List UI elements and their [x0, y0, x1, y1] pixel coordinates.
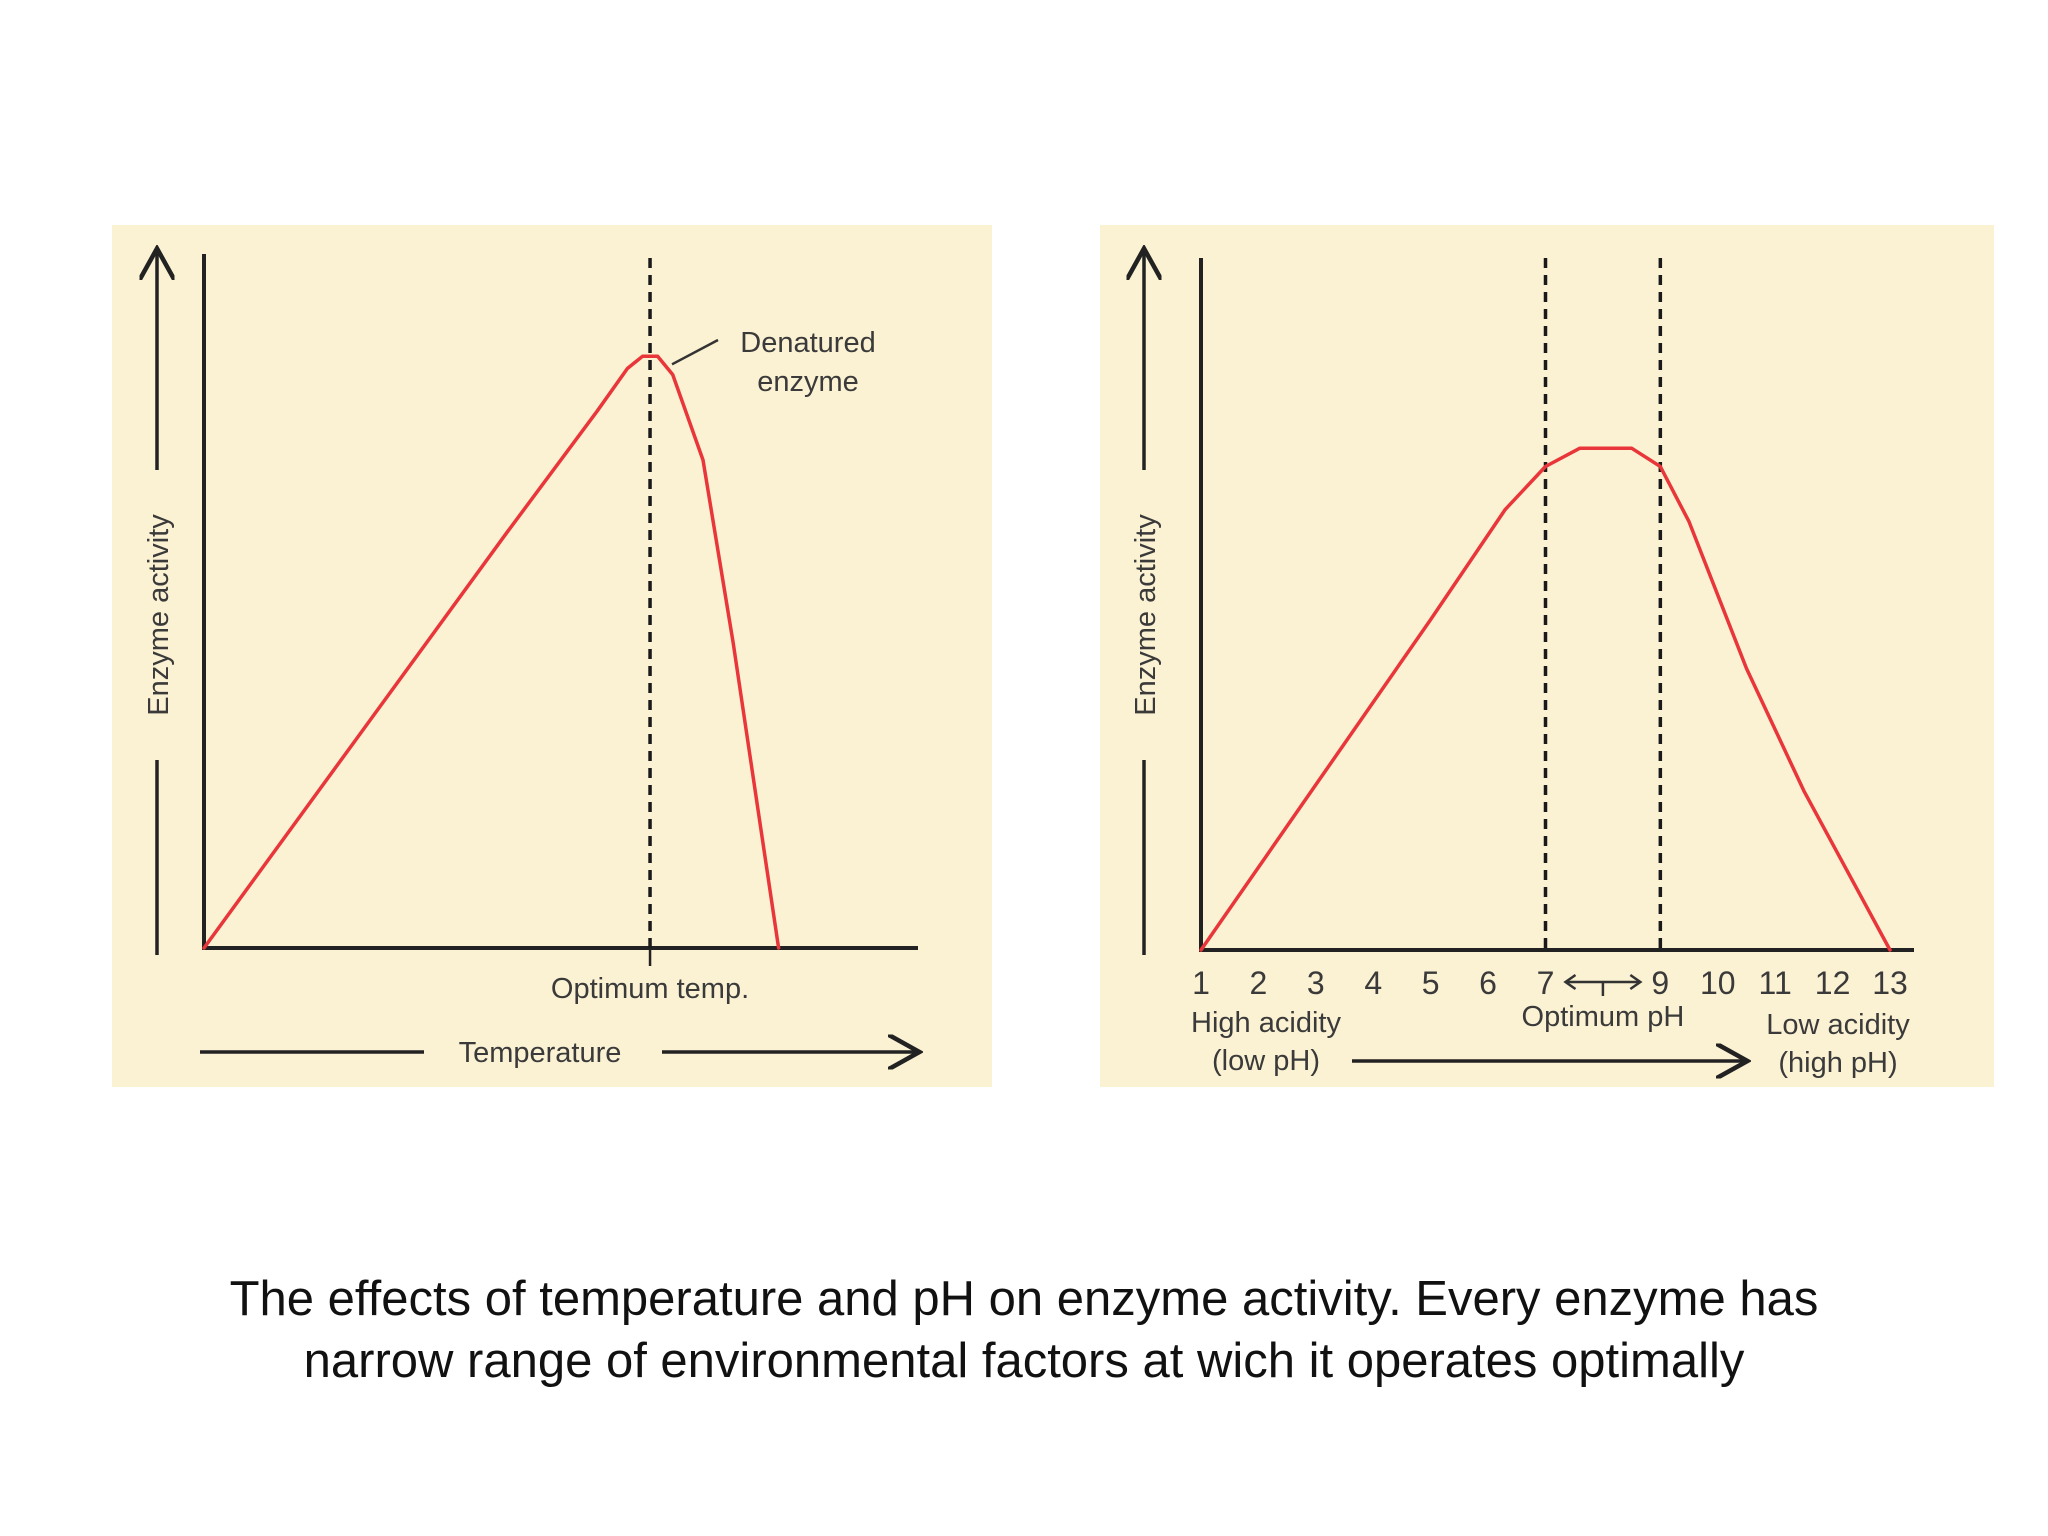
figure-caption: The effects of temperature and pH on enz…	[0, 1268, 2048, 1392]
ph-tick-label-4: 4	[1364, 965, 1382, 1001]
ph-tick-label-11: 11	[1759, 965, 1792, 1001]
high-acidity-label: High acidity	[1191, 1007, 1341, 1039]
temp-x-axis-label: Temperature	[459, 1037, 622, 1069]
ph-tick-label-10: 10	[1700, 965, 1736, 1001]
ph-tick-label-1: 1	[1192, 965, 1210, 1001]
ph-optimum-range-arrow	[1563, 973, 1643, 996]
denatured-label: Denatured	[740, 327, 875, 359]
caption-line-2: narrow range of environmental factors at…	[303, 1334, 1745, 1388]
ph-tick-label-5: 5	[1422, 965, 1440, 1001]
ph-tick-label-6: 6	[1479, 965, 1497, 1001]
temperature-chart-background	[112, 225, 992, 1087]
low-ph-label: (low pH)	[1212, 1045, 1320, 1077]
enzyme-label: enzyme	[757, 366, 859, 398]
ph-tick-label-3: 3	[1307, 965, 1325, 1001]
ph-chart: Enzyme activity 1 2 3 4 5 6 7 9 10 11 12 13 Optimum…	[1100, 225, 1994, 1087]
ph-tick-label-9: 9	[1651, 965, 1669, 1001]
ph-optimum-label: Optimum pH	[1522, 1001, 1685, 1033]
ph-activity-curve	[1199, 446, 1892, 952]
ph-tick-label-2: 2	[1250, 965, 1268, 1001]
caption-line-1: The effects of temperature and pH on enz…	[229, 1272, 1819, 1326]
temp-optimum-label: Optimum temp.	[551, 973, 749, 1005]
temperature-activity-curve	[202, 354, 781, 950]
temperature-chart: Enzyme activity Optimum temp. Denatured …	[112, 225, 992, 1087]
ph-tick-label-7: 7	[1537, 965, 1555, 1001]
ph-tick-label-13: 13	[1872, 965, 1908, 1001]
temp-y-axis-label: Enzyme activity	[143, 514, 175, 716]
low-acidity-label: Low acidity	[1766, 1009, 1910, 1041]
denatured-leader-line	[671, 338, 719, 366]
ph-tick-labels: 1 2 3 4 5 6 7 9 10 11 12 13	[1192, 965, 1908, 1001]
ph-y-axis-label: Enzyme activity	[1130, 514, 1162, 716]
ph-tick-label-12: 12	[1815, 965, 1851, 1001]
high-ph-label: (high pH)	[1778, 1047, 1897, 1079]
